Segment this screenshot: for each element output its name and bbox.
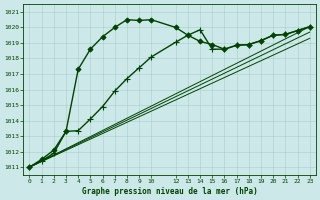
X-axis label: Graphe pression niveau de la mer (hPa): Graphe pression niveau de la mer (hPa) xyxy=(82,187,258,196)
